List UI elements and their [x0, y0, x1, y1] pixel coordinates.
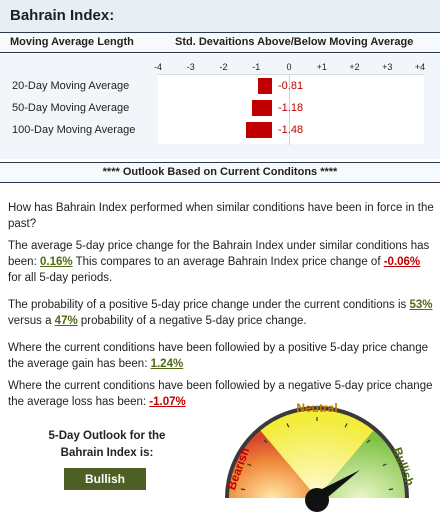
deviation-value-label: -0.81	[278, 80, 304, 92]
zero-line	[289, 75, 290, 145]
performance-question: How has Bahrain Index performed when sim…	[8, 202, 434, 230]
moving-average-length-header: Moving Average Length	[10, 36, 134, 48]
axis-tick-label: +3	[382, 62, 393, 72]
axis-tick-label: +1	[316, 62, 327, 72]
deviation-value-label: -1.18	[278, 102, 304, 114]
average-loss-value: -1.07%	[149, 396, 186, 408]
outlook-gauge: Neutral Bearish Bullish	[224, 401, 417, 512]
average-5day-change-value: 0.16%	[39, 256, 73, 268]
gauge-ticks	[240, 417, 394, 491]
probability-text: The probability of a positive 5-day pric…	[8, 299, 410, 311]
std-deviation-header: Std. Devaitions Above/Below Moving Avera…	[175, 36, 414, 48]
average-change-text: The average 5-day price change for the B…	[8, 240, 430, 268]
moving-average-label: 100-Day Moving Average	[12, 124, 136, 136]
axis-tick-label: -2	[219, 62, 228, 72]
axis-tick-label: +2	[349, 62, 360, 72]
deviation-plot	[158, 74, 424, 145]
gauge-bearish-sector	[229, 430, 317, 498]
versus-text: versus a	[8, 315, 55, 327]
probability-paragraph: The probability of a positive 5-day pric…	[8, 297, 434, 329]
negative-probability-text: probability of a negative 5-day price ch…	[77, 315, 307, 327]
gauge-hub	[305, 488, 329, 512]
average-change-paragraph: The average 5-day price change for the B…	[8, 238, 434, 286]
gauge-neutral-sector	[260, 409, 374, 498]
deviation-value-label: -1.48	[278, 124, 304, 136]
deviation-axis-ticks: -4 -3 -2 -1 0 +1 +2 +3 +4	[0, 62, 440, 74]
average-loss-text: Where the current conditions have been f…	[8, 380, 433, 408]
outlook-header: **** Outlook Based on Current Conditons …	[0, 162, 440, 183]
axis-tick-label: -1	[252, 62, 261, 72]
outlook-label: 5-Day Outlook for the Bahrain Index is:	[48, 430, 166, 459]
axis-tick-label: -4	[153, 62, 163, 72]
all-periods-change-value: -0.06%	[383, 256, 421, 268]
positive-probability-value: 53%	[409, 299, 433, 311]
average-gain-paragraph: Where the current conditions have been f…	[8, 340, 434, 372]
average-loss-paragraph: Where the current conditions have been f…	[8, 378, 434, 410]
deviation-bar	[246, 122, 272, 138]
axis-tick-label: -3	[186, 62, 195, 72]
axis-tick-label: 0	[286, 62, 292, 72]
title-bar: Bahrain Index:	[0, 0, 440, 32]
gauge-label-neutral: Neutral	[296, 401, 337, 415]
deviation-bar	[257, 78, 272, 94]
column-header: Moving Average Length Std. Devaitions Ab…	[0, 32, 440, 53]
comparison-text: This compares to an average Bahrain Inde…	[72, 256, 384, 268]
moving-average-label: 20-Day Moving Average	[12, 80, 130, 92]
outlook-verdict-badge: Bullish	[64, 468, 146, 490]
moving-average-label: 50-Day Moving Average	[12, 102, 130, 114]
page-title: Bahrain Index:	[10, 7, 115, 24]
average-gain-value: 1.24%	[150, 358, 184, 370]
axis-tick-label: +4	[414, 62, 426, 72]
negative-probability-value: 47%	[54, 315, 78, 327]
all-periods-text: for all 5-day periods.	[8, 272, 113, 284]
average-gain-text: Where the current conditions have been f…	[8, 342, 428, 370]
deviation-bar	[251, 100, 272, 116]
